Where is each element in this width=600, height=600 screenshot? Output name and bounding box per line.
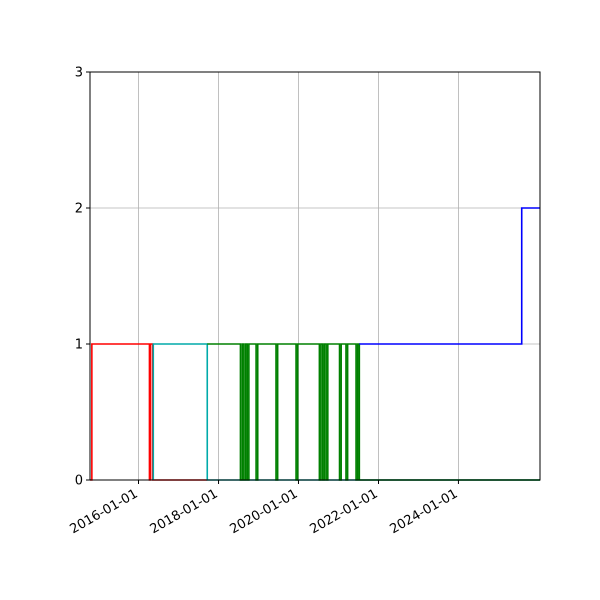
series-line-0 xyxy=(90,343,208,481)
series-line-3 xyxy=(359,207,540,345)
grid-lines xyxy=(90,71,540,481)
y-tick-label-0: 0 xyxy=(75,474,83,489)
x-axis: 2016-01-01 2018-01-01 2020-01-01 2022-01-01… xyxy=(68,480,460,537)
x-tick-label-3: 2022-01-01 xyxy=(308,486,381,537)
x-tick-label-2: 2020-01-01 xyxy=(228,486,301,537)
y-axis: 0 1 2 3 xyxy=(75,66,90,489)
plot-frame xyxy=(89,71,541,481)
series-line-2 xyxy=(207,343,540,481)
series-layer xyxy=(90,207,540,481)
x-tick-label-1: 2018-01-01 xyxy=(148,486,221,537)
y-tick-label-3: 3 xyxy=(75,66,83,81)
x-tick-label-0: 2016-01-01 xyxy=(68,486,141,537)
y-tick-label-1: 1 xyxy=(75,338,83,353)
x-tick-label-4: 2024-01-01 xyxy=(387,486,460,537)
y-tick-label-2: 2 xyxy=(75,202,83,217)
